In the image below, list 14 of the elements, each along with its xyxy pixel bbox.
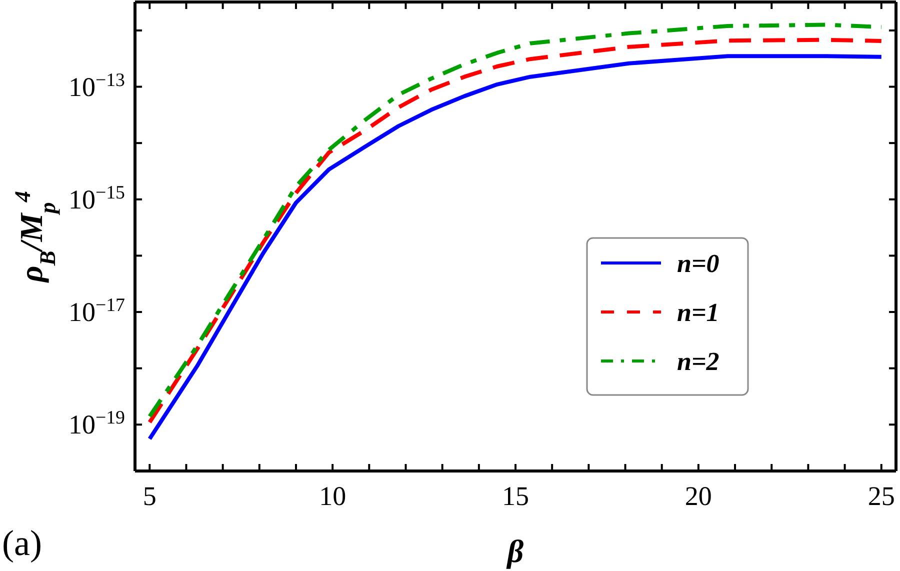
y-tick-label: 10$^{−13}$: [68, 69, 125, 102]
text: (a): [2, 523, 42, 563]
x-tick-label: 25: [868, 481, 895, 511]
x-tick-label: 20: [684, 481, 712, 511]
x-axis-title: β: [506, 533, 524, 569]
y-tick-label: 10$^{−19}$: [68, 407, 125, 440]
legend-label: n=0: [677, 249, 720, 278]
y-tick-label: 10$^{−15}$: [68, 182, 125, 214]
x-tick-label: 5: [142, 481, 156, 511]
legend-label: n=1: [677, 298, 720, 327]
legend-label: n=2: [677, 347, 720, 376]
x-tick-label: 15: [502, 481, 529, 511]
x-tick-label: 10: [319, 481, 346, 511]
y-tick-label: 10$^{−17}$: [68, 294, 125, 327]
